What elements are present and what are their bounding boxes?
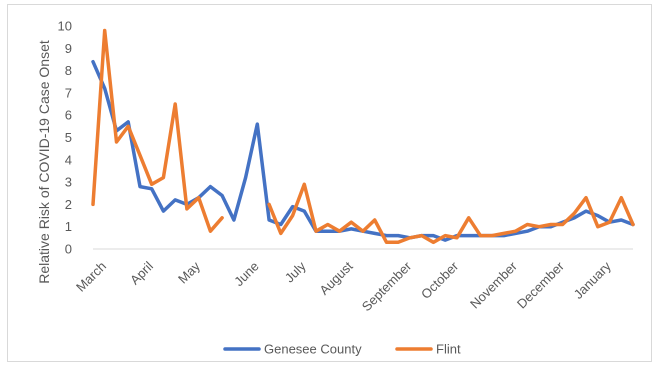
- x-axis: March April May June July August September Octo…: [73, 248, 633, 314]
- series-layer: [91, 28, 635, 245]
- x-tick-label: November: [467, 258, 520, 311]
- y-tick-label: 7: [65, 85, 72, 100]
- x-tick-label: August: [316, 258, 355, 297]
- x-tick-label: April: [127, 258, 156, 287]
- y-tick-label: 10: [58, 19, 72, 34]
- x-tick-label: March: [73, 259, 109, 295]
- y-tick-label: 0: [65, 242, 72, 257]
- x-tick-label: December: [514, 258, 567, 311]
- chart-frame: [7, 4, 652, 362]
- x-tick-label: May: [175, 258, 203, 286]
- series-line-flint: [267, 182, 635, 245]
- x-tick-label: October: [418, 258, 462, 302]
- x-tick-label: June: [231, 259, 262, 290]
- y-tick-label: 6: [65, 108, 72, 123]
- y-tick-label: 8: [65, 63, 72, 78]
- y-axis-label: Relative Risk of COVID-19 Case Onset: [36, 40, 52, 284]
- x-tick-label: July: [282, 258, 309, 285]
- legend-label: Flint: [436, 342, 461, 357]
- y-axis: 0 1 2 3 4 5 6 7 8 9 10: [58, 19, 72, 257]
- x-tick-label: September: [359, 258, 415, 314]
- y-tick-label: 3: [65, 175, 72, 190]
- legend-label: Genesee County: [264, 342, 362, 357]
- y-tick-label: 4: [65, 152, 72, 167]
- y-tick-label: 5: [65, 130, 72, 145]
- x-tick-label: January: [571, 258, 615, 302]
- legend: Genesee County Flint: [223, 342, 461, 357]
- y-tick-label: 1: [65, 219, 72, 234]
- y-tick-label: 9: [65, 41, 72, 56]
- series-line-genesee-county: [91, 59, 635, 242]
- series-line-flint: [91, 28, 224, 233]
- y-tick-label: 2: [65, 197, 72, 212]
